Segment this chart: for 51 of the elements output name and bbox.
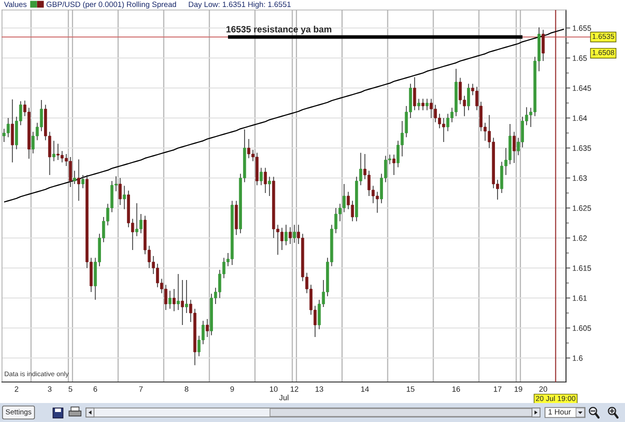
candlestick [139, 214, 142, 234]
candlestick [135, 202, 138, 237]
candlestick [256, 152, 259, 186]
candlestick [6, 118, 10, 138]
candlestick [118, 178, 122, 206]
candlestick [430, 98, 433, 118]
candlestick [180, 280, 184, 326]
candlestick [234, 200, 238, 236]
candlestick [434, 104, 437, 123]
candlestick [442, 118, 446, 142]
candlestick [421, 98, 424, 111]
candlestick [77, 158, 80, 202]
candlestick [500, 161, 504, 194]
candlestick [284, 224, 288, 246]
candlestick [68, 156, 72, 188]
candlestick [206, 318, 209, 338]
candlestick [172, 288, 176, 312]
candlestick [81, 174, 84, 189]
candlestick [413, 76, 416, 111]
candlestick [392, 154, 396, 176]
candlestick [542, 29, 545, 62]
candlestick [247, 138, 250, 159]
candlestick [185, 280, 188, 314]
candlestick [260, 167, 263, 186]
candlestick [342, 184, 346, 213]
candlestick [264, 167, 267, 194]
candlestick [60, 150, 64, 163]
candlestick [10, 98, 14, 163]
candlestick [508, 124, 512, 165]
candlestick [426, 98, 429, 111]
candlestick [292, 224, 296, 244]
candlestick [520, 116, 524, 148]
candlestick [73, 170, 76, 184]
candlestick [52, 140, 56, 162]
candlestick [176, 274, 180, 310]
candlestick [280, 227, 284, 250]
candlestick [168, 290, 172, 310]
candlestick [122, 185, 126, 210]
candlestick [368, 170, 371, 196]
candlestick [56, 143, 60, 160]
candlestick [288, 226, 292, 244]
candlestick [446, 113, 450, 132]
candlestick [512, 131, 516, 164]
candlestick [164, 284, 168, 310]
candlestick [458, 77, 462, 105]
candlestick [156, 263, 160, 288]
annotation: 16535 resistance ya bam [226, 26, 332, 34]
candlestick [467, 83, 470, 111]
candlestick [417, 98, 420, 111]
candlestick [376, 191, 379, 214]
candlestick [268, 176, 271, 196]
